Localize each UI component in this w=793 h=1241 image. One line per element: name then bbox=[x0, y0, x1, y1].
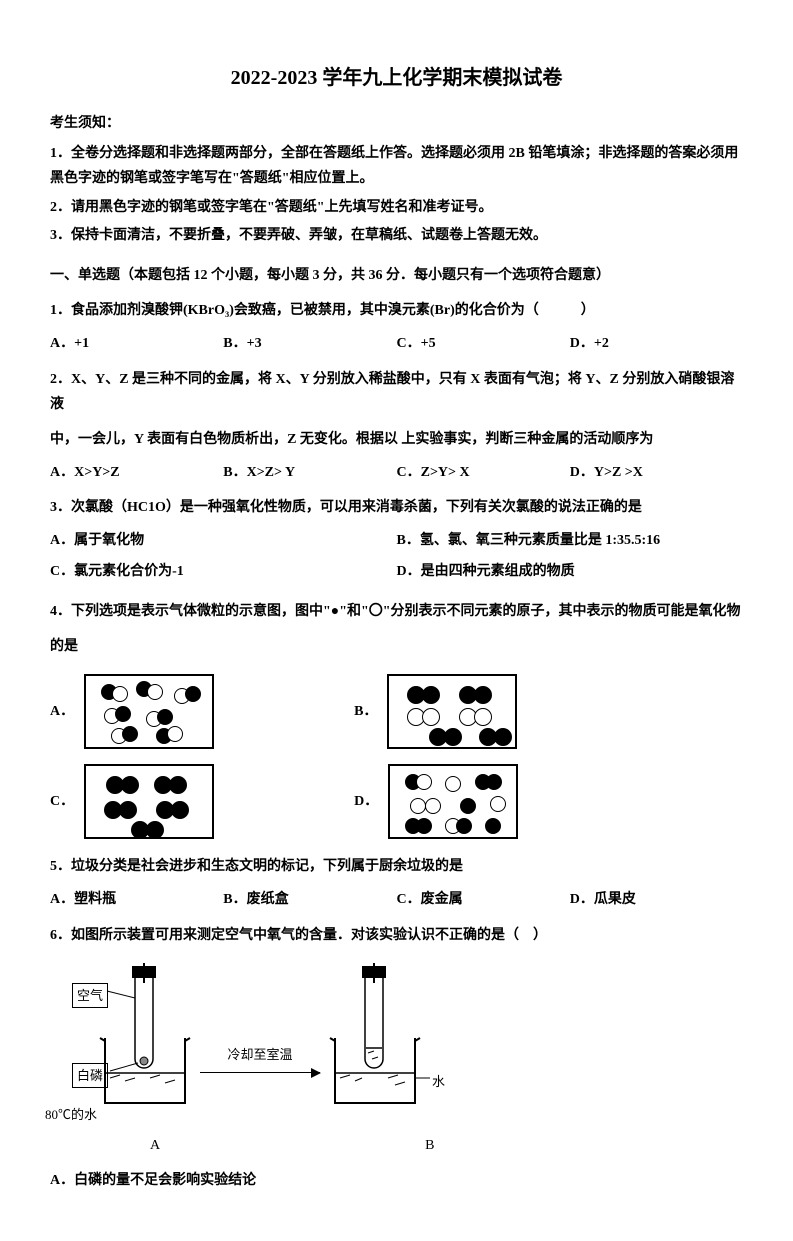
q6-option-a: A．白磷的量不足会影响实验结论 bbox=[50, 1168, 743, 1193]
section-header: 一、单选题（本题包括 12 个小题，每小题 3 分，共 36 分．每小题只有一个… bbox=[50, 263, 743, 288]
question-4-line2: 的是 bbox=[50, 634, 743, 659]
instruction-2: 2．请用黑色字迹的钢笔或签字笔在"答题纸"上先填写姓名和准考证号。 bbox=[50, 195, 743, 220]
phosphorus-label: 白磷 bbox=[72, 1063, 108, 1088]
q4-label-b: B． bbox=[354, 699, 377, 724]
question-6: 6．如图所示装置可用来测定空气中氧气的含量．对该实验认识不正确的是（ ） bbox=[50, 923, 743, 948]
particle-diagram-d bbox=[388, 764, 518, 839]
q3-opt-d: D．是由四种元素组成的物质 bbox=[397, 559, 744, 584]
q2-opt-d: D．Y>Z >X bbox=[570, 460, 743, 485]
apparatus-diagram: 空气 白磷 80℃的水 冷却至室温 bbox=[50, 963, 743, 1158]
q5-opt-a: A．塑料瓶 bbox=[50, 887, 223, 912]
q5-opt-c: C．废金属 bbox=[397, 887, 570, 912]
question-5: 5．垃圾分类是社会进步和生态文明的标记，下列属于厨余垃圾的是 bbox=[50, 854, 743, 879]
page-title: 2022-2023 学年九上化学期末模拟试卷 bbox=[50, 60, 743, 96]
air-label: 空气 bbox=[72, 983, 108, 1008]
q1-opt-d: D．+2 bbox=[570, 331, 743, 356]
arrow-icon bbox=[200, 1072, 320, 1073]
q4-row-ab: A． B． bbox=[50, 674, 743, 749]
q3-options: A．属于氧化物 B．氢、氯、氧三种元素质量比是 1:35.5:16 C．氯元素化… bbox=[50, 528, 743, 588]
particle-diagram-c bbox=[84, 764, 214, 839]
beaker-b-svg bbox=[320, 963, 470, 1133]
q2-opt-b: B．X>Z> Y bbox=[223, 460, 396, 485]
cooling-label: 冷却至室温 bbox=[200, 1043, 320, 1066]
q2-options: A．X>Y>Z B．X>Z> Y C．Z>Y> X D．Y>Z >X bbox=[50, 460, 743, 485]
q1-opt-a: A．+1 bbox=[50, 331, 223, 356]
notice-label: 考生须知： bbox=[50, 111, 743, 136]
q5-opt-d: D．瓜果皮 bbox=[570, 887, 743, 912]
beaker-b: 水 bbox=[320, 963, 470, 1133]
q4-row-cd: C． D． bbox=[50, 764, 743, 839]
q4-label-d: D． bbox=[354, 789, 378, 814]
apparatus-label-a: A bbox=[150, 1133, 160, 1158]
question-4-line1: 4．下列选项是表示气体微粒的示意图，图中"●"和"〇"分别表示不同元素的原子，其… bbox=[50, 599, 743, 624]
q3-opt-c: C．氯元素化合价为-1 bbox=[50, 559, 397, 584]
question-2-line1: 2．X、Y、Z 是三种不同的金属，将 X、Y 分别放入稀盐酸中，只有 X 表面有… bbox=[50, 367, 743, 417]
q2-opt-a: A．X>Y>Z bbox=[50, 460, 223, 485]
apparatus-label-b: B bbox=[425, 1133, 434, 1158]
q5-options: A．塑料瓶 B．废纸盒 C．废金属 D．瓜果皮 bbox=[50, 887, 743, 912]
q3-opt-b: B．氢、氯、氧三种元素质量比是 1:35.5:16 bbox=[397, 528, 744, 553]
arrow-section: 冷却至室温 bbox=[200, 1043, 320, 1132]
q1-opt-b: B．+3 bbox=[223, 331, 396, 356]
question-3: 3．次氯酸（HC1O）是一种强氧化性物质，可以用来消毒杀菌，下列有关次氯酸的说法… bbox=[50, 495, 743, 520]
q5-opt-b: B．废纸盒 bbox=[223, 887, 396, 912]
q4-label-c: C． bbox=[50, 789, 74, 814]
q4-label-a: A． bbox=[50, 699, 74, 724]
question-1: 1．食品添加剂溴酸钾(KBrO₃)会致癌，已被禁用，其中溴元素(Br)的化合价为… bbox=[50, 298, 743, 323]
question-2-line2: 中，一会儿，Y 表面有白色物质析出，Z 无变化。根据以 上实验事实，判断三种金属… bbox=[50, 427, 743, 452]
beaker-a: 空气 白磷 80℃的水 bbox=[50, 963, 200, 1133]
q1-options: A．+1 B．+3 C．+5 D．+2 bbox=[50, 331, 743, 356]
q2-opt-c: C．Z>Y> X bbox=[397, 460, 570, 485]
instruction-3: 3．保持卡面清洁，不要折叠，不要弄破、弄皱，在草稿纸、试题卷上答题无效。 bbox=[50, 223, 743, 248]
particle-diagram-a bbox=[84, 674, 214, 749]
water-label: 水 bbox=[432, 1070, 445, 1093]
particle-diagram-b bbox=[387, 674, 517, 749]
instruction-1: 1．全卷分选择题和非选择题两部分，全部在答题纸上作答。选择题必须用 2B 铅笔填… bbox=[50, 141, 743, 191]
q1-opt-c: C．+5 bbox=[397, 331, 570, 356]
temp-label: 80℃的水 bbox=[45, 1103, 97, 1126]
q3-opt-a: A．属于氧化物 bbox=[50, 528, 397, 553]
